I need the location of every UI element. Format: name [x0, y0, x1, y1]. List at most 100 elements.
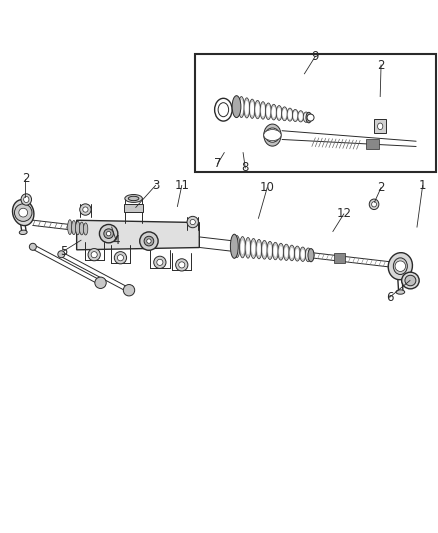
Polygon shape: [77, 220, 199, 250]
Ellipse shape: [114, 252, 127, 264]
Ellipse shape: [24, 197, 29, 203]
Ellipse shape: [261, 240, 267, 259]
Ellipse shape: [268, 245, 272, 256]
Ellipse shape: [396, 290, 405, 294]
Ellipse shape: [245, 238, 251, 258]
Ellipse shape: [58, 251, 65, 258]
Ellipse shape: [246, 241, 250, 255]
Ellipse shape: [240, 237, 245, 258]
Ellipse shape: [282, 107, 287, 121]
Ellipse shape: [238, 96, 244, 118]
Ellipse shape: [147, 239, 151, 243]
Ellipse shape: [187, 216, 198, 228]
Ellipse shape: [271, 104, 277, 120]
Ellipse shape: [301, 249, 304, 259]
Ellipse shape: [106, 231, 111, 236]
Ellipse shape: [144, 236, 154, 246]
Ellipse shape: [299, 112, 303, 120]
Ellipse shape: [264, 130, 281, 141]
Text: 5: 5: [60, 245, 67, 257]
Ellipse shape: [265, 103, 271, 119]
Ellipse shape: [215, 98, 232, 121]
Ellipse shape: [91, 252, 97, 258]
Text: 11: 11: [174, 179, 189, 192]
Circle shape: [95, 277, 106, 288]
Ellipse shape: [402, 272, 419, 289]
Ellipse shape: [72, 221, 76, 235]
Ellipse shape: [117, 255, 124, 261]
Ellipse shape: [285, 247, 288, 257]
Ellipse shape: [283, 109, 286, 119]
Ellipse shape: [235, 239, 239, 254]
Ellipse shape: [249, 99, 255, 118]
Ellipse shape: [289, 245, 295, 261]
Ellipse shape: [256, 103, 259, 116]
Text: 2: 2: [21, 172, 29, 185]
Ellipse shape: [190, 220, 195, 225]
Text: 7: 7: [214, 157, 222, 170]
Ellipse shape: [290, 248, 293, 258]
Ellipse shape: [371, 201, 376, 207]
Ellipse shape: [303, 112, 309, 123]
Ellipse shape: [277, 108, 281, 118]
Ellipse shape: [279, 246, 283, 257]
Text: 12: 12: [336, 207, 351, 221]
Bar: [124, 204, 143, 212]
Ellipse shape: [256, 239, 262, 259]
Circle shape: [395, 261, 406, 271]
Ellipse shape: [125, 195, 142, 203]
Ellipse shape: [288, 110, 292, 119]
Circle shape: [19, 208, 28, 217]
Ellipse shape: [252, 242, 255, 255]
Ellipse shape: [369, 199, 379, 209]
Ellipse shape: [266, 106, 270, 117]
Ellipse shape: [278, 243, 284, 260]
Ellipse shape: [294, 246, 300, 261]
Ellipse shape: [261, 104, 265, 117]
Ellipse shape: [254, 100, 261, 119]
Ellipse shape: [176, 259, 188, 271]
Ellipse shape: [267, 241, 273, 260]
Ellipse shape: [13, 200, 34, 225]
Ellipse shape: [306, 112, 311, 123]
Ellipse shape: [307, 251, 310, 260]
Ellipse shape: [140, 232, 158, 251]
Text: 10: 10: [260, 181, 275, 194]
Ellipse shape: [230, 234, 238, 259]
Bar: [374, 119, 386, 133]
Ellipse shape: [251, 238, 257, 259]
Ellipse shape: [257, 243, 261, 255]
Ellipse shape: [157, 259, 163, 265]
Ellipse shape: [83, 207, 88, 212]
Bar: [334, 253, 345, 263]
Ellipse shape: [244, 98, 250, 118]
Ellipse shape: [287, 108, 293, 121]
Ellipse shape: [80, 204, 91, 215]
Ellipse shape: [104, 229, 113, 238]
Ellipse shape: [154, 256, 166, 269]
Ellipse shape: [241, 240, 244, 254]
Ellipse shape: [388, 253, 413, 280]
Text: 1: 1: [419, 179, 427, 192]
Ellipse shape: [240, 100, 243, 115]
Ellipse shape: [283, 244, 290, 261]
Bar: [195, 54, 436, 172]
Ellipse shape: [293, 111, 297, 120]
Ellipse shape: [88, 248, 100, 261]
Ellipse shape: [80, 222, 84, 235]
Ellipse shape: [293, 109, 298, 122]
Ellipse shape: [264, 124, 281, 146]
Ellipse shape: [305, 248, 311, 262]
Circle shape: [265, 128, 279, 142]
Ellipse shape: [405, 275, 416, 286]
Ellipse shape: [99, 224, 118, 243]
Ellipse shape: [218, 103, 229, 117]
Ellipse shape: [234, 236, 240, 257]
Circle shape: [307, 114, 314, 121]
Ellipse shape: [21, 194, 32, 205]
Ellipse shape: [276, 106, 282, 120]
Bar: [366, 139, 379, 149]
Ellipse shape: [232, 96, 241, 118]
Ellipse shape: [260, 102, 266, 119]
Ellipse shape: [19, 230, 27, 235]
